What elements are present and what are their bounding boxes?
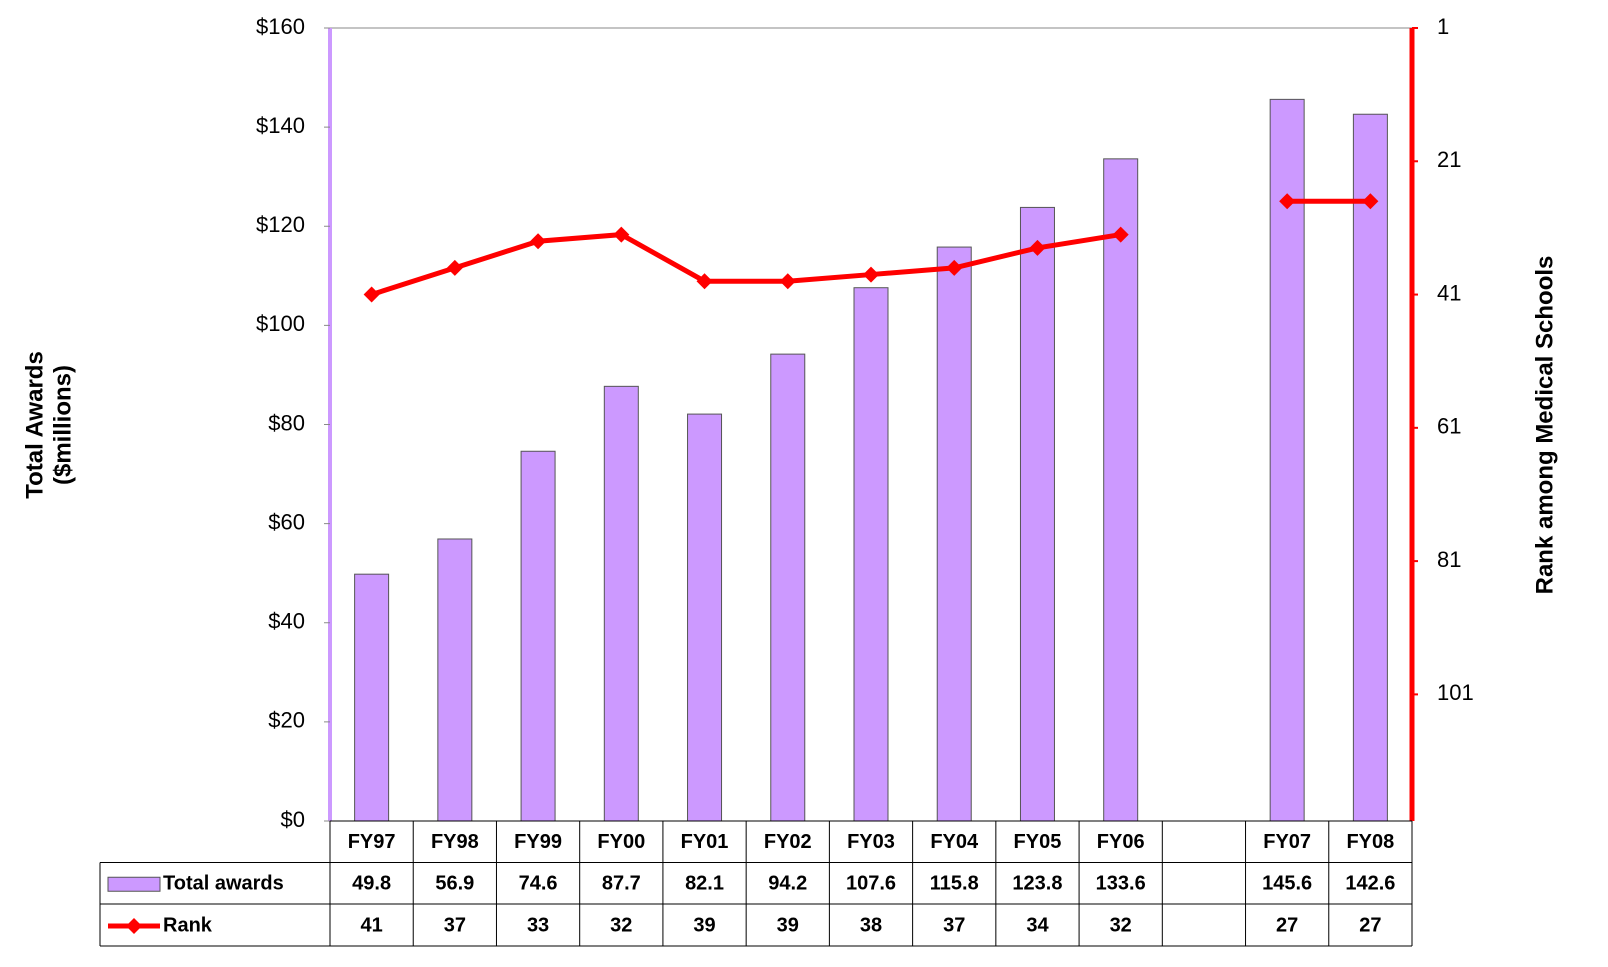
- x-tick-label: FY02: [764, 831, 812, 853]
- table-value: 49.8: [352, 873, 391, 895]
- y-axis-title: Total Awards: [21, 351, 48, 499]
- bar: [770, 353, 806, 822]
- bar: [603, 385, 639, 822]
- rank-line: [370, 232, 1122, 297]
- y2-tick-label: 81: [1437, 547, 1461, 572]
- table-value: 107.6: [846, 873, 896, 895]
- table-value: 37: [943, 914, 965, 936]
- bar: [1019, 206, 1055, 822]
- x-tick-label: FY07: [1263, 831, 1311, 853]
- y-tick-label: $80: [268, 410, 305, 435]
- x-tick-label: FY08: [1346, 831, 1394, 853]
- table-value: 133.6: [1096, 873, 1146, 895]
- table-value: 27: [1276, 914, 1298, 936]
- x-tick-label: FY97: [348, 831, 396, 853]
- table-value: 32: [610, 914, 632, 936]
- table-value: 34: [1026, 914, 1049, 936]
- table-value: 56.9: [435, 873, 474, 895]
- rank-marker: [363, 286, 380, 303]
- y-tick-label: $160: [256, 14, 305, 39]
- y-tick-label: $0: [281, 807, 305, 832]
- table-value: 115.8: [930, 873, 979, 895]
- rank-marker: [1112, 226, 1129, 243]
- y-tick-label: $20: [268, 708, 305, 733]
- x-tick-label: FY05: [1014, 831, 1062, 853]
- table-value: 94.2: [768, 873, 807, 895]
- bar: [1103, 158, 1139, 822]
- bar: [853, 287, 889, 822]
- x-tick-label: FY00: [597, 831, 645, 853]
- y2-tick-label: 1: [1437, 14, 1449, 39]
- bar: [1269, 98, 1305, 822]
- table-value: 39: [693, 914, 715, 936]
- rank-marker: [1279, 193, 1296, 210]
- y-tick-label: $120: [256, 212, 305, 237]
- y2-axis-title: Rank among Medical Schools: [1531, 256, 1558, 595]
- rank-marker: [779, 273, 796, 290]
- x-tick-label: FY98: [431, 831, 479, 853]
- x-tick-label: FY04: [930, 831, 979, 853]
- y-tick-label: $100: [256, 311, 305, 336]
- y2-tick-label: 101: [1437, 680, 1474, 705]
- y-tick-label: $40: [268, 609, 305, 634]
- legend-marker: [126, 918, 142, 934]
- rank-marker: [696, 273, 713, 290]
- rank-marker: [446, 259, 463, 276]
- x-tick-label: FY06: [1097, 831, 1145, 853]
- rank-marker: [1362, 193, 1379, 210]
- legend-swatch: [107, 876, 161, 892]
- bar: [437, 538, 473, 822]
- table-value: 38: [860, 914, 882, 936]
- bar: [1352, 113, 1388, 822]
- table-value: 41: [360, 914, 382, 936]
- rank-marker: [946, 259, 963, 276]
- x-tick-label: FY99: [514, 831, 562, 853]
- table-value: 37: [444, 914, 466, 936]
- table-value: 74.6: [519, 873, 558, 895]
- y2-tick-label: 21: [1437, 147, 1461, 172]
- y-axis-title: ($millions): [49, 365, 76, 485]
- legend-label: Total awards: [163, 873, 284, 895]
- table-value: 145.6: [1262, 873, 1312, 895]
- y-tick-label: $140: [256, 113, 305, 138]
- y2-tick-label: 61: [1437, 414, 1461, 439]
- x-tick-label: FY03: [847, 831, 895, 853]
- table-value: 33: [527, 914, 549, 936]
- table-value: 142.6: [1345, 873, 1395, 895]
- rank-marker: [530, 233, 547, 250]
- x-tick-label: FY01: [681, 831, 729, 853]
- rank-marker: [1029, 239, 1046, 256]
- table-value: 82.1: [685, 873, 724, 895]
- rank-marker: [613, 226, 630, 243]
- bar: [687, 413, 723, 822]
- table-value: 39: [777, 914, 799, 936]
- bar: [520, 450, 556, 822]
- bar: [936, 246, 972, 822]
- table-value: 32: [1110, 914, 1132, 936]
- rank-marker: [863, 266, 879, 283]
- table-value: 123.8: [1012, 873, 1062, 895]
- legend-label: Rank: [163, 914, 213, 936]
- y2-tick-label: 41: [1437, 280, 1461, 305]
- y-tick-label: $60: [268, 509, 305, 534]
- table-value: 87.7: [602, 873, 641, 895]
- bar: [354, 573, 390, 822]
- table-value: 27: [1359, 914, 1381, 936]
